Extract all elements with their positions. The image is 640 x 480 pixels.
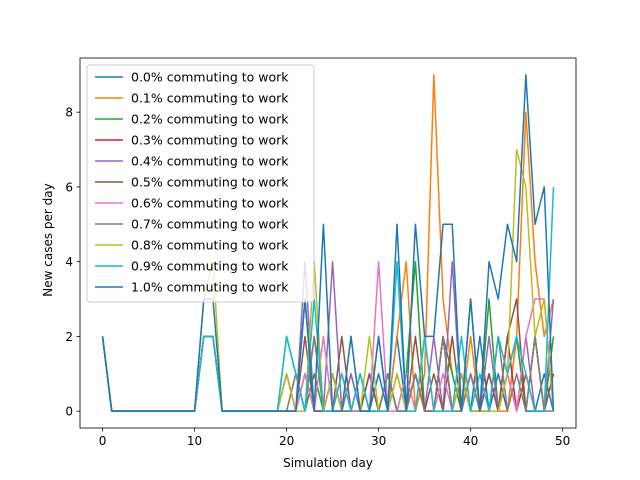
y-tick-label: 0 <box>65 405 73 419</box>
y-tick-label: 6 <box>65 180 73 194</box>
x-tick-label: 40 <box>463 434 478 448</box>
legend-entry-3: 0.3% commuting to work <box>131 133 289 148</box>
legend-entry-8: 0.8% commuting to work <box>131 238 289 253</box>
axes: 0 10 20 30 40 50 0 2 4 6 8 <box>65 57 577 448</box>
legend-entry-0: 0.0% commuting to work <box>131 70 289 85</box>
axes-frame <box>79 57 577 429</box>
legend-entry-6: 0.6% commuting to work <box>131 196 289 211</box>
x-tick-label: 10 <box>187 434 202 448</box>
y-tick-label: 8 <box>65 106 73 120</box>
legend-entry-1: 0.1% commuting to work <box>131 91 289 106</box>
x-tick-label: 20 <box>279 434 294 448</box>
series-lines <box>101 74 555 412</box>
legend: 0.0% commuting to work 0.1% commuting to … <box>86 64 315 303</box>
x-tick-label: 0 <box>99 434 107 448</box>
legend-entry-9: 0.9% commuting to work <box>131 259 289 274</box>
x-tick-label: 50 <box>555 434 570 448</box>
legend-entry-7: 0.7% commuting to work <box>131 217 289 232</box>
legend-box <box>86 64 315 303</box>
legend-entry-5: 0.5% commuting to work <box>131 175 289 190</box>
legend-entry-4: 0.4% commuting to work <box>131 154 289 169</box>
x-tick-label: 30 <box>371 434 386 448</box>
y-tick-label: 4 <box>65 255 73 269</box>
y-axis-label: New cases per day <box>41 183 55 296</box>
legend-entry-2: 0.2% commuting to work <box>131 112 289 127</box>
x-axis-label: Simulation day <box>283 456 373 470</box>
y-tick-label: 2 <box>65 330 73 344</box>
legend-entry-10: 1.0% commuting to work <box>131 280 289 295</box>
series-line-10 <box>101 74 555 412</box>
